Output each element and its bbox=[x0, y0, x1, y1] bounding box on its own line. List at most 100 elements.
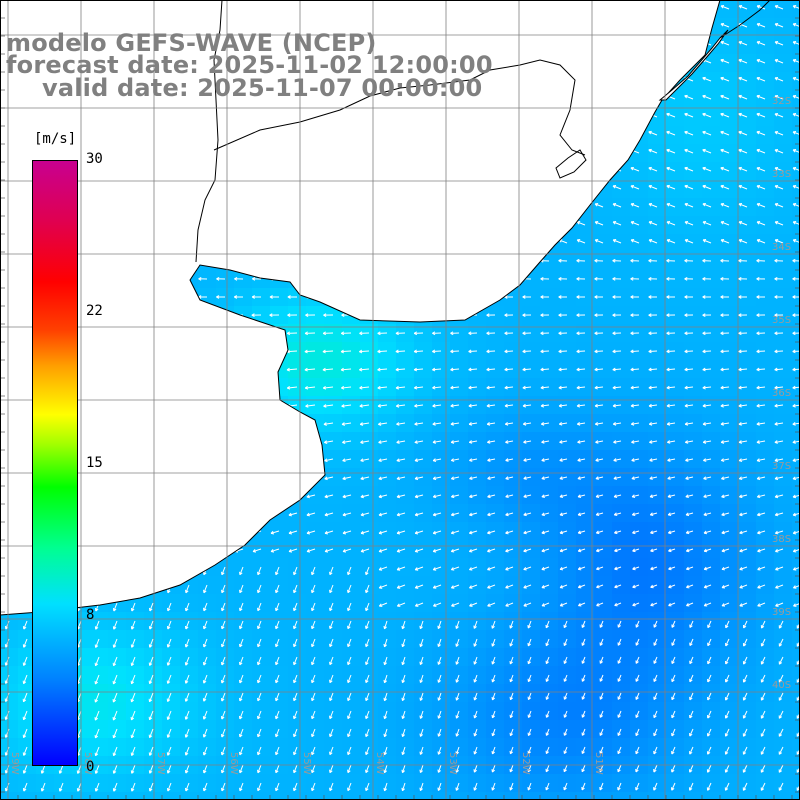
wind-speed-cell bbox=[450, 486, 469, 505]
wind-vector-arrow bbox=[738, 331, 748, 336]
wind-speed-cell bbox=[540, 378, 559, 397]
wind-speed-cell bbox=[792, 414, 800, 433]
wind-vector-arrow bbox=[630, 349, 640, 354]
wind-vector-arrow bbox=[756, 202, 766, 208]
wind-vector-arrow bbox=[287, 295, 298, 299]
wind-speed-cell bbox=[702, 324, 721, 343]
wind-speed-cell bbox=[558, 504, 577, 523]
wind-speed-cell bbox=[414, 540, 433, 559]
wind-speed-cell bbox=[720, 504, 739, 523]
wind-vector-arrow bbox=[414, 403, 424, 408]
wind-speed-cell bbox=[540, 450, 559, 469]
wind-speed-cell bbox=[774, 342, 793, 361]
wind-vector-arrow bbox=[720, 40, 730, 46]
wind-speed-cell bbox=[774, 144, 793, 163]
wind-speed-cell bbox=[450, 540, 469, 559]
wind-speed-cell bbox=[396, 396, 415, 415]
wind-speed-cell bbox=[468, 522, 487, 541]
wind-vector-arrow bbox=[558, 403, 568, 408]
wind-speed-cell bbox=[558, 306, 577, 325]
wind-speed-cell bbox=[648, 486, 667, 505]
wind-speed-cell bbox=[702, 540, 721, 559]
wind-speed-cell bbox=[306, 306, 325, 325]
wind-speed-cell bbox=[630, 450, 649, 469]
wind-speed-cell bbox=[774, 108, 793, 127]
wind-speed-cell bbox=[702, 270, 721, 289]
wind-speed-cell bbox=[720, 324, 739, 343]
wind-speed-cell bbox=[684, 162, 703, 181]
wind-speed-cell bbox=[630, 558, 649, 577]
wind-speed-cell bbox=[684, 432, 703, 451]
wind-speed-cell bbox=[558, 234, 577, 253]
wind-vector-arrow bbox=[630, 403, 640, 408]
wind-speed-cell bbox=[612, 270, 631, 289]
wind-speed-cell bbox=[522, 396, 541, 415]
wind-vector-arrow bbox=[774, 130, 784, 136]
wind-speed-cell bbox=[360, 324, 379, 343]
wind-speed-cell bbox=[756, 432, 775, 451]
wind-speed-cell bbox=[792, 684, 800, 703]
wind-speed-cell bbox=[576, 324, 595, 343]
wind-speed-cell bbox=[666, 504, 685, 523]
wind-vector-arrow bbox=[756, 331, 766, 336]
wind-vector-arrow bbox=[720, 313, 730, 317]
wind-speed-cell bbox=[648, 180, 667, 199]
wind-vector-arrow bbox=[774, 295, 784, 299]
wind-speed-cell bbox=[630, 306, 649, 325]
wind-vector-arrow bbox=[486, 349, 496, 354]
wind-vector-arrow bbox=[432, 385, 442, 390]
wind-speed-cell bbox=[720, 288, 739, 307]
wind-speed-cell bbox=[378, 504, 397, 523]
wind-speed-cell bbox=[684, 792, 703, 800]
wind-speed-cell bbox=[558, 792, 577, 800]
wind-vector-arrow bbox=[648, 349, 658, 354]
wind-speed-cell bbox=[738, 36, 757, 55]
wind-speed-cell bbox=[360, 432, 379, 451]
wind-speed-cell bbox=[450, 432, 469, 451]
wind-speed-cell bbox=[576, 504, 595, 523]
wind-speed-cell bbox=[648, 432, 667, 451]
wind-speed-cell bbox=[612, 792, 631, 800]
wind-speed-cell bbox=[594, 270, 613, 289]
wind-speed-cell bbox=[558, 252, 577, 271]
wind-vector-arrow bbox=[684, 202, 694, 208]
wind-vector-arrow bbox=[774, 5, 784, 10]
colorbar-tick-22: 22 bbox=[86, 303, 103, 319]
wind-speed-cell bbox=[378, 576, 397, 595]
wind-speed-cell bbox=[720, 342, 739, 361]
wind-speed-cell bbox=[756, 18, 775, 37]
wind-speed-cell bbox=[558, 576, 577, 595]
wind-vector-arrow bbox=[322, 385, 334, 390]
wind-speed-cell bbox=[612, 396, 631, 415]
wind-speed-cell bbox=[558, 288, 577, 307]
wind-vector-arrow bbox=[630, 258, 640, 263]
wind-speed-cell bbox=[396, 522, 415, 541]
wind-speed-cell bbox=[702, 144, 721, 163]
wind-speed-cell bbox=[702, 576, 721, 595]
wind-speed-cell bbox=[576, 378, 595, 397]
wind-speed-cell bbox=[594, 594, 613, 613]
wind-speed-cell bbox=[630, 252, 649, 271]
wind-speed-cell bbox=[720, 414, 739, 433]
wind-speed-cell bbox=[450, 576, 469, 595]
latitude-label: 38S bbox=[772, 534, 791, 545]
wind-vector-arrow bbox=[522, 349, 532, 354]
longitude-label: 51W bbox=[593, 752, 604, 775]
wind-vector-arrow bbox=[774, 112, 784, 118]
wind-speed-cell bbox=[522, 342, 541, 361]
wind-speed-cell bbox=[684, 576, 703, 595]
wind-speed-cell bbox=[792, 486, 800, 505]
wind-speed-cell bbox=[378, 360, 397, 379]
wind-speed-cell bbox=[504, 522, 523, 541]
wind-speed-cell bbox=[792, 630, 800, 649]
wind-vector-arrow bbox=[377, 404, 388, 408]
wind-speed-cell bbox=[360, 504, 379, 523]
wind-vector-arrow bbox=[702, 258, 712, 263]
wind-speed-cell bbox=[468, 504, 487, 523]
wind-speed-cell bbox=[792, 792, 800, 800]
longitude-label: 55W bbox=[301, 752, 312, 775]
wind-speed-cell bbox=[684, 378, 703, 397]
wind-speed-cell bbox=[468, 378, 487, 397]
wind-vector-arrow bbox=[269, 295, 280, 299]
wind-speed-cell bbox=[378, 378, 397, 397]
